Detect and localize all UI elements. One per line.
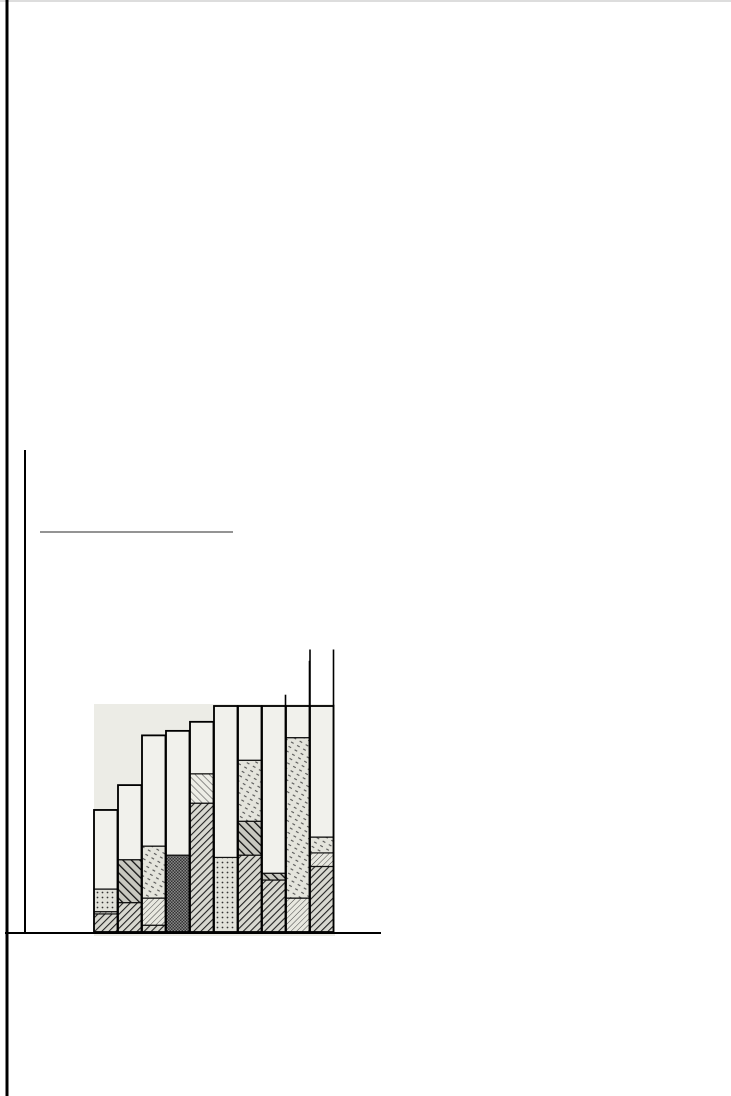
bar-8-segment-4 [261,872,287,881]
bar-10-segment-2 [309,852,335,868]
bar-7-segment-1 [237,854,263,933]
bar-2-segment-1 [117,902,143,933]
bar-10-segment-5 [309,836,335,854]
bar-6-segment-9 [213,705,239,859]
bar-5-segment-1 [189,802,215,933]
bar-3-segment-5 [141,845,167,899]
bar-10-segment-9 [309,705,335,838]
bar-3-segment-2 [141,897,167,926]
bar-1-segment-3 [93,888,119,913]
bar-7-segment-8 [237,759,263,822]
overflow-lines [284,649,335,706]
bar-9-segment-9 [285,705,311,739]
bar-5-segment-7 [189,773,215,804]
bar-7-segment-9 [237,705,263,761]
bar-9-segment-2 [285,897,311,933]
bar-9-segment-5 [285,737,311,899]
bar-8-segment-1 [261,879,287,933]
bar-2-segment-9 [117,784,143,861]
bar-7-segment-4 [237,820,263,856]
bar-1-segment-1 [93,913,119,933]
bar-8-segment-9 [261,705,287,874]
bar-2-segment-4 [117,859,143,904]
bar-1-segment-9 [93,809,119,890]
bar-3-segment-9 [141,734,167,847]
bar-3-segment-1 [141,924,167,933]
bar-10-segment-1 [309,865,335,933]
bar-5-segment-9 [189,721,215,775]
bar-6-segment-3 [213,856,239,933]
bar-4-segment-9 [165,730,191,856]
bar-4-segment-6 [165,854,191,933]
